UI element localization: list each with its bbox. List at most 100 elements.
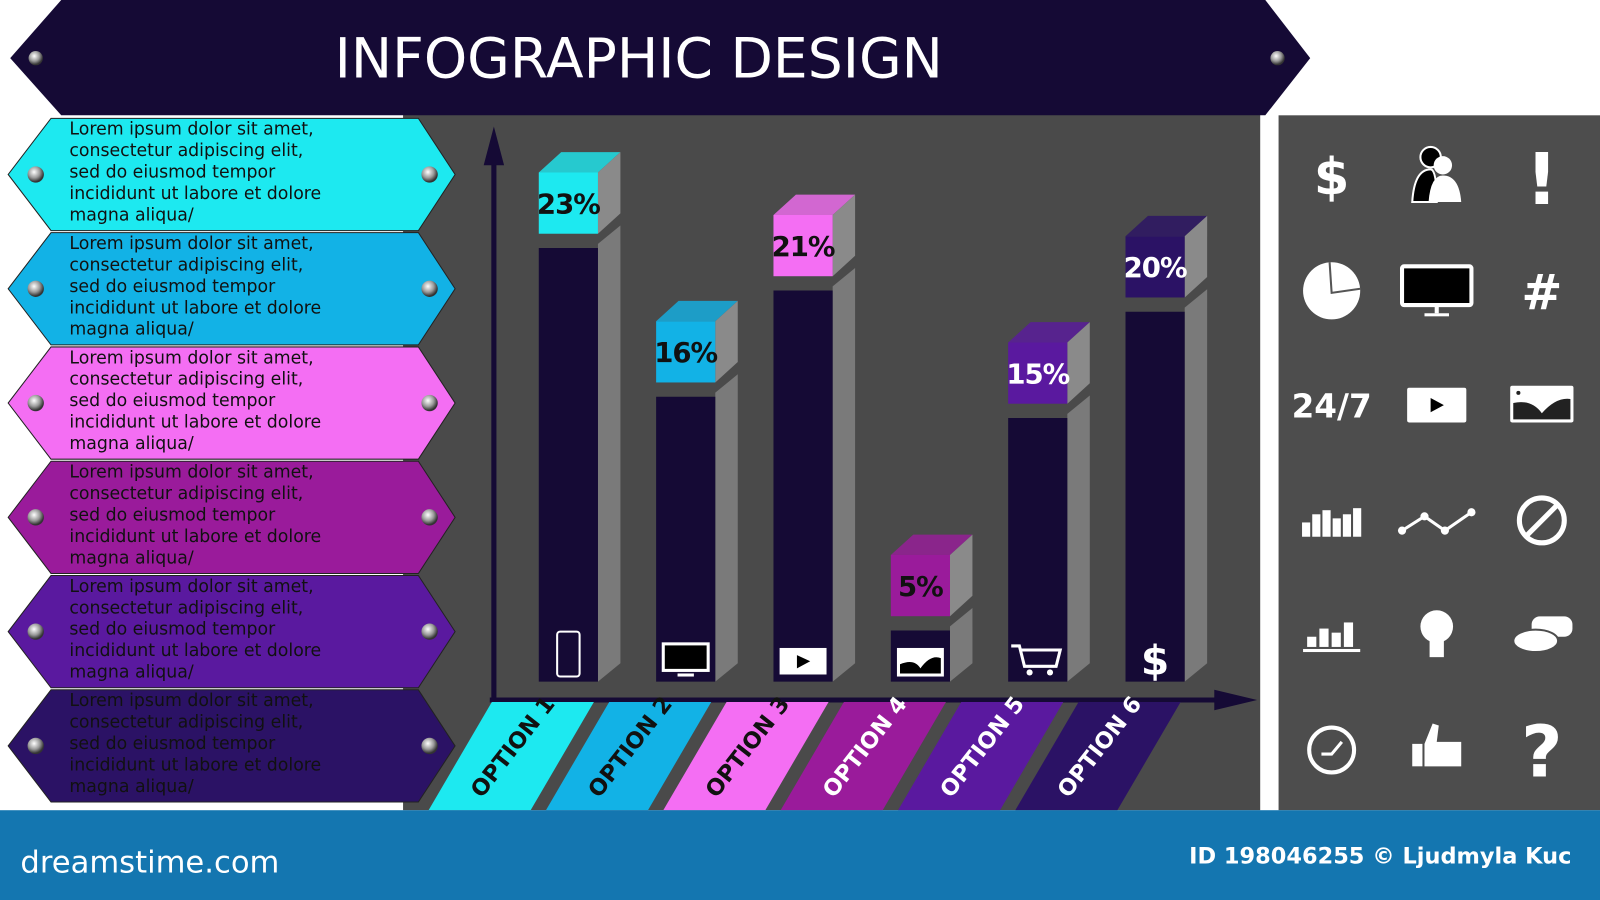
ribbon-6: Lorem ipsum dolor sit amet,consectetur a…: [7, 689, 456, 803]
rivet-icon: [27, 623, 44, 640]
bar-chart-shape: [1312, 514, 1321, 537]
bar-cap: [773, 214, 833, 277]
ribbon-text-line: consectetur adipiscing elit,: [69, 370, 303, 390]
rivet-icon: [27, 166, 44, 183]
line-chart-icon[interactable]: [1397, 508, 1476, 535]
exclamation-shape: !: [1526, 138, 1559, 221]
bar-cap-top: [773, 194, 856, 215]
bar-cap-top: [538, 152, 621, 173]
user-icon[interactable]: [1411, 145, 1462, 204]
ribbon-text-line: Lorem ipsum dolor sit amet,: [69, 691, 313, 711]
bar-chart-shape: [1332, 518, 1341, 537]
rivet-icon: [421, 623, 438, 640]
ribbon-text-line: consectetur adipiscing elit,: [69, 484, 303, 504]
data-label: 15%: [1006, 358, 1069, 390]
footer-brand[interactable]: dreamstime.com: [20, 845, 279, 880]
hashtag-icon[interactable]: #: [1521, 264, 1562, 321]
ribbon-text-line: incididunt ut labore et dolore: [69, 413, 321, 433]
bar-body: [656, 396, 716, 682]
24-7-shape: 24/7: [1292, 387, 1372, 425]
rivet-icon: [27, 737, 44, 755]
question-icon[interactable]: ?: [1521, 711, 1562, 794]
chat-shape: [1512, 628, 1560, 654]
lightbulb-icon[interactable]: [1420, 610, 1454, 658]
image-icon[interactable]: [1510, 385, 1574, 423]
cart-icon: [1011, 644, 1063, 676]
bar-cap-top: [890, 534, 973, 555]
rivet-icon: [27, 280, 44, 297]
ribbon-5: Lorem ipsum dolor sit amet,consectetur a…: [7, 575, 456, 689]
bar-chart-icon[interactable]: [1302, 508, 1362, 537]
clock-icon[interactable]: [1307, 725, 1357, 775]
pie-chart-shape: [1328, 262, 1361, 295]
ribbon-4: Lorem ipsum dolor sit amet,consectetur a…: [7, 460, 456, 574]
data-label: 21%: [772, 231, 835, 263]
bar-cap-side: [597, 152, 621, 234]
column-chart-shape: [1303, 648, 1361, 653]
play-icon: [779, 647, 827, 675]
monitor-shape: [1434, 305, 1439, 314]
ribbon-text-line: magna aliqua/: [69, 663, 193, 683]
column-chart-icon[interactable]: [1303, 622, 1361, 653]
header-banner: INFOGRAPHIC DESIGN: [10, 0, 1311, 116]
dollar-icon[interactable]: $: [1314, 148, 1350, 207]
chat-icon[interactable]: [1512, 616, 1573, 654]
dollar-text: $: [1141, 636, 1169, 684]
thumbs-up-shape: [1412, 743, 1423, 767]
rivet-icon: [421, 280, 438, 297]
ribbon-2: Lorem ipsum dolor sit amet,consectetur a…: [7, 232, 456, 346]
bar-2[interactable]: 16%: [654, 300, 738, 682]
image-icon: [896, 647, 944, 677]
bar-3[interactable]: 21%: [772, 194, 856, 682]
thumbs-up-icon[interactable]: [1412, 723, 1462, 767]
bar-1[interactable]: 23%: [537, 152, 621, 682]
hashtag-shape: #: [1521, 264, 1562, 321]
play-shape: [1430, 397, 1444, 413]
ribbon-text-line: sed do eiusmod tempor: [69, 391, 276, 411]
bar-body: [538, 248, 598, 682]
bar-chart-shape: [1342, 514, 1352, 537]
smartphone-icon: [556, 630, 581, 678]
ribbon-text-line: consectetur adipiscing elit,: [69, 255, 303, 275]
bar-body: [773, 290, 833, 682]
dollar-shape: $: [1314, 148, 1350, 207]
monitor-icon[interactable]: [1400, 264, 1474, 317]
bar-side: [715, 374, 738, 682]
bar-5[interactable]: 15%: [1006, 322, 1090, 682]
image-shape: [1516, 390, 1521, 395]
bar-6[interactable]: 20% $: [1124, 215, 1208, 685]
ribbon-text-line: Lorem ipsum dolor sit amet,: [69, 577, 313, 597]
bar-cap: [1125, 236, 1185, 298]
bar-cap: [890, 554, 950, 617]
column-chart-shape: [1331, 632, 1341, 647]
pie-chart-icon[interactable]: [1303, 262, 1361, 320]
ribbon-text-line: sed do eiusmod tempor: [69, 505, 276, 525]
exclamation-icon[interactable]: !: [1526, 138, 1559, 221]
bar-side: [950, 608, 973, 682]
ribbon-text-line: sed do eiusmod tempor: [69, 734, 276, 754]
dollar-icon: $: [1141, 636, 1169, 684]
data-label: 16%: [654, 337, 717, 369]
24-7-icon[interactable]: 24/7: [1292, 387, 1372, 425]
data-label: 20%: [1124, 252, 1187, 284]
data-label: 5%: [898, 571, 943, 603]
bar-4[interactable]: 5%: [890, 534, 973, 682]
ribbon-text-line: consectetur adipiscing elit,: [69, 598, 303, 618]
x-axis-arrow: [1214, 689, 1258, 711]
play-icon[interactable]: [1407, 387, 1467, 423]
ribbon-text-line: incididunt ut labore et dolore: [69, 184, 321, 204]
forbidden-icon[interactable]: [1516, 495, 1567, 546]
ribbon-text-line: magna aliqua/: [69, 320, 193, 340]
ribbon-text-line: magna aliqua/: [69, 777, 193, 797]
bar-chart-shape: [1353, 508, 1362, 537]
clock-shape: [1307, 725, 1357, 775]
page-title: INFOGRAPHIC DESIGN: [335, 27, 943, 91]
line-chart-shape: [1397, 526, 1407, 535]
clock-shape: [1321, 740, 1344, 756]
ribbon-text-line: Lorem ipsum dolor sit amet,: [69, 463, 313, 483]
line-chart-shape: [1440, 526, 1449, 535]
bar-side: [1184, 289, 1208, 682]
image-shape: [1513, 398, 1571, 420]
rivet-icon: [421, 509, 438, 526]
